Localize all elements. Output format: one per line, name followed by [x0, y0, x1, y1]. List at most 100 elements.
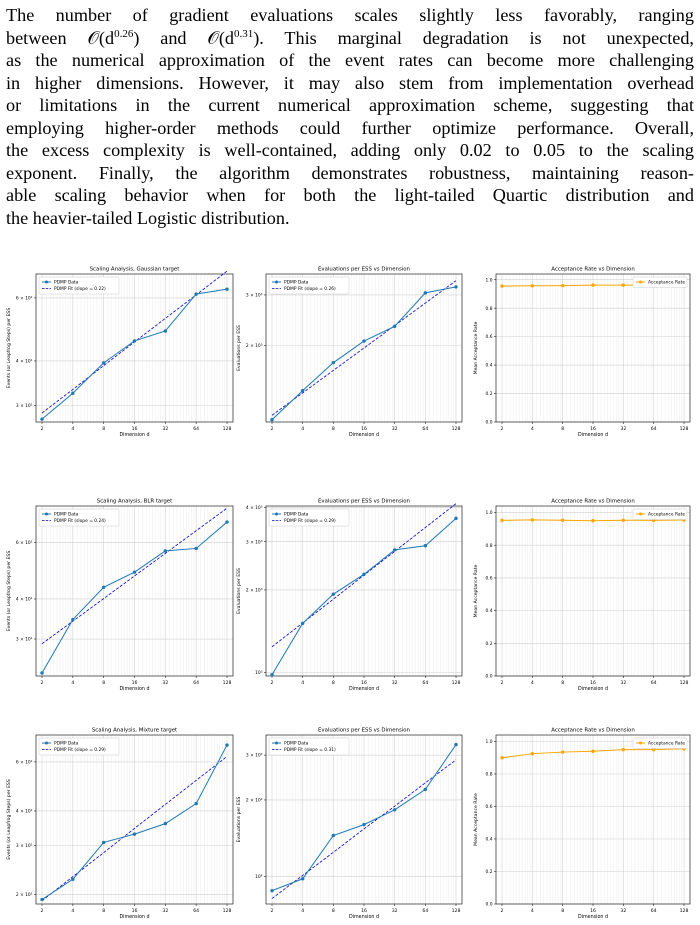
data-point [40, 671, 44, 675]
paragraph-line: The number of gradient evaluations scale… [6, 4, 694, 27]
data-point [331, 592, 336, 596]
chart-title: Evaluations per ESS vs Dimension [318, 499, 410, 505]
y-tick-label: 0.0 [486, 902, 493, 908]
x-tick-label: 128 [223, 908, 232, 914]
chart-panel: Evaluations per ESS vs Dimension 2 4 8 16 32 6… [236, 267, 463, 438]
chart-title: Acceptance Rate vs Dimension [551, 267, 635, 273]
legend-marker [639, 741, 642, 745]
chart-title: Evaluations per ESS vs Dimension [318, 267, 410, 273]
legend-marker [639, 280, 642, 284]
x-tick-label: 8 [332, 426, 335, 432]
x-tick-label: 128 [452, 680, 461, 686]
text-run: employing higher-order methods could fur… [6, 117, 694, 138]
legend-box [38, 276, 120, 295]
text-run: the excess complexity is well-contained,… [6, 140, 694, 160]
data-point [71, 877, 75, 881]
y-tick-label: 2 × 10¹ [16, 892, 33, 898]
x-tick-label: 4 [301, 426, 304, 432]
legend-label: PDMP Fit (slope = 0.24) [54, 518, 106, 524]
y-tick-label: 6 × 10¹ [16, 540, 33, 546]
x-tick-label: 128 [680, 426, 689, 432]
x-tick-label: 4 [301, 908, 304, 914]
data-point [651, 747, 656, 752]
chart-panel: Acceptance Rate vs Dimension 2 4 8 16 32 64 128… [473, 728, 691, 920]
data-point [331, 833, 336, 838]
text-run: exponent. Finally, the algorithm demonst… [6, 162, 694, 183]
y-axis-label: Evaluations per ESS [236, 325, 242, 371]
data-point [423, 787, 428, 792]
data-point [40, 897, 44, 902]
x-tick-label: 32 [620, 680, 626, 686]
x-tick-label: 64 [651, 680, 657, 686]
x-tick-label: 64 [193, 908, 199, 914]
legend-label: PDMP Data [54, 280, 79, 286]
x-tick-label: 16 [361, 908, 367, 914]
x-tick-label: 32 [162, 426, 168, 432]
legend-label: PDMP Data [284, 741, 309, 747]
fit-line [41, 756, 228, 902]
exponent: 0.26 [114, 27, 134, 40]
data-point [500, 756, 504, 760]
data-point [500, 518, 504, 523]
data-point [560, 518, 565, 522]
y-tick-label: 2 × 10³ [246, 343, 263, 349]
x-tick-label: 8 [102, 426, 105, 432]
y-tick-label: 1.0 [486, 277, 493, 283]
y-tick-label: 3 × 10¹ [16, 843, 33, 849]
x-tick-label: 128 [223, 680, 232, 686]
y-tick-label: 3 × 10³ [246, 539, 263, 545]
x-tick-label: 128 [680, 908, 689, 914]
x-tick-label: 32 [392, 680, 398, 686]
chart-title: Acceptance Rate vs Dimension [551, 499, 635, 505]
x-tick-label: 4 [531, 680, 534, 686]
chart-panel: Evaluations per ESS vs Dimension 2 4 8 16 32 6… [236, 728, 463, 920]
body-paragraph: The number of gradient evaluations scale… [6, 4, 694, 229]
data-point [591, 749, 595, 753]
y-axis-label: Mean Acceptance Rate [473, 321, 479, 374]
x-tick-label: 4 [71, 680, 74, 686]
y-tick-label: 4 × 10¹ [16, 359, 33, 365]
y-tick-label: 0.0 [486, 674, 493, 680]
x-axis-label: Dimension d [578, 686, 608, 692]
legend: Acceptance Rate [632, 737, 688, 749]
data-point [392, 808, 397, 812]
y-tick-label: 4 × 10³ [246, 505, 263, 511]
x-tick-label: 16 [590, 426, 596, 432]
x-tick-label: 2 [271, 908, 274, 914]
x-axis-label: Dimension d [349, 432, 379, 438]
data-point [194, 801, 198, 806]
data-point [163, 329, 168, 333]
data-point [454, 516, 458, 521]
y-tick-label: 0.8 [486, 772, 493, 778]
x-tick-label: 4 [71, 426, 74, 432]
y-tick-label: 0.4 [486, 363, 493, 369]
chart-title: Acceptance Rate vs Dimension [551, 728, 635, 734]
legend-box [632, 276, 688, 288]
chart-panel: Scaling Analysis, Mixture target 2 4 8 16 32 6… [6, 728, 234, 920]
data-point [225, 743, 229, 747]
x-axis-label: Dimension d [119, 432, 149, 438]
text-run: as the numerical approximation of the ev… [6, 50, 694, 70]
y-axis-label: Evaluations per ESS [236, 568, 242, 614]
y-axis-label: Evaluations per ESS [236, 796, 242, 842]
y-tick-label: 4 × 10¹ [16, 808, 33, 814]
legend-label: PDMP Fit (slope = 0.29) [284, 518, 336, 524]
x-tick-label: 2 [501, 680, 504, 686]
data-point [331, 360, 336, 365]
y-tick-label: 2 × 10⁴ [246, 798, 263, 804]
data-point [454, 285, 458, 289]
x-tick-label: 64 [422, 908, 428, 914]
y-tick-label: 0.2 [486, 869, 493, 875]
y-tick-label: 0.8 [486, 543, 493, 549]
data-point [101, 361, 106, 365]
x-tick-label: 32 [620, 426, 626, 432]
x-tick-label: 128 [680, 680, 689, 686]
x-tick-label: 2 [41, 908, 44, 914]
x-tick-label: 128 [452, 908, 461, 914]
legend-label: Acceptance Rate [648, 512, 685, 518]
y-tick-label: 0.6 [486, 334, 493, 340]
